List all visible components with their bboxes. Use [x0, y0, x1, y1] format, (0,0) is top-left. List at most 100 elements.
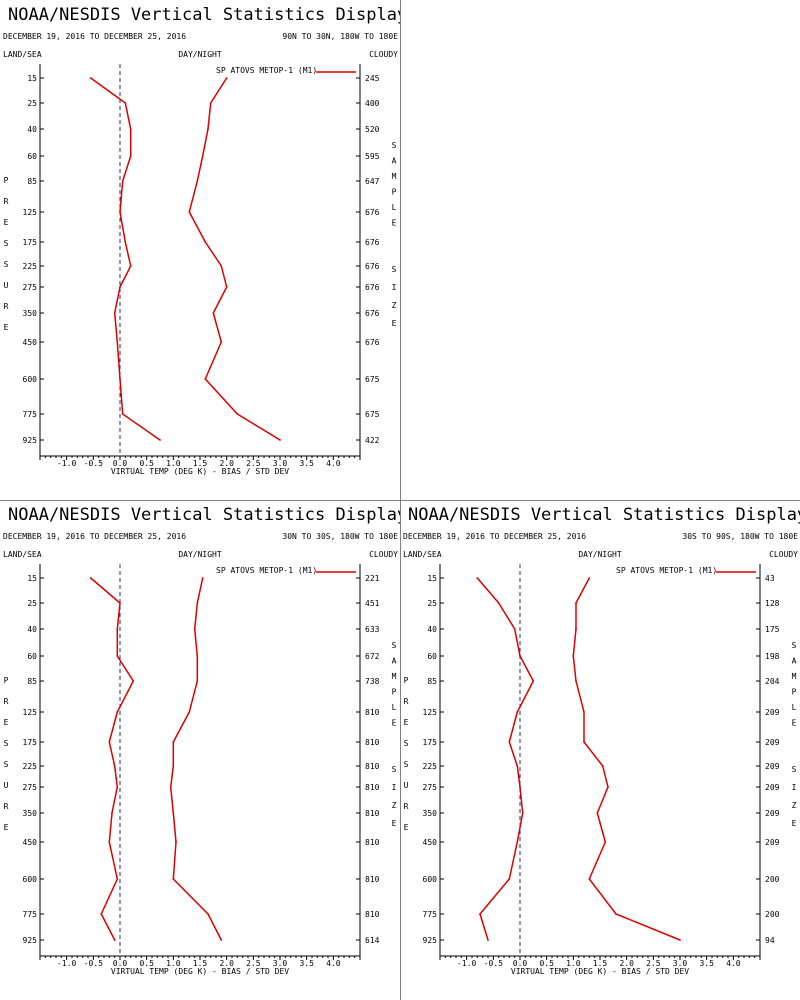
series-line-std_dev: [572, 577, 681, 941]
land-sea-label: LAND/SEA: [3, 50, 42, 59]
pressure-axis-letter: P: [404, 676, 409, 685]
x-tick-label: 0.0: [513, 959, 528, 968]
sample-axis-letter: L: [392, 703, 397, 712]
x-tick-label: 3.5: [299, 459, 314, 468]
data-point-bias: [111, 812, 113, 814]
x-tick-label: 0.0: [113, 459, 128, 468]
cloudy-label: CLOUDY: [369, 550, 398, 559]
pressure-tick-label: 125: [423, 708, 438, 717]
region-label: 30S TO 90S, 180W TO 180E: [682, 532, 798, 541]
x-tick-label: 4.0: [726, 959, 741, 968]
data-point-bias: [516, 711, 519, 713]
data-point-std_dev: [279, 439, 281, 441]
pressure-axis-letter: S: [4, 760, 9, 769]
data-point-std_dev: [601, 765, 604, 767]
data-point-bias: [508, 741, 511, 743]
sample-size-label: 245: [365, 74, 380, 83]
sample-size-label: 209: [765, 738, 780, 747]
sample-axis-letter: M: [792, 672, 797, 681]
size-axis-letter: E: [392, 319, 397, 328]
data-point-bias: [519, 655, 521, 657]
x-tick-label: -0.5: [84, 959, 103, 968]
x-axis-title: VIRTUAL TEMP (DEG K) - BIAS / STD DEV: [511, 967, 689, 976]
pressure-tick-label: 25: [27, 99, 37, 108]
x-tick-label: 2.0: [219, 459, 234, 468]
pressure-tick-label: 25: [27, 599, 37, 608]
sample-size-label: 647: [365, 177, 380, 186]
sample-axis-letter: A: [392, 657, 397, 666]
data-point-std_dev: [583, 711, 585, 713]
data-point-bias: [532, 680, 535, 682]
series-line-bias: [476, 577, 535, 941]
data-point-bias: [116, 341, 119, 343]
chart-svg: NOAA/NESDIS Vertical Statistics Display D…: [3, 5, 400, 476]
pressure-tick-label: 85: [27, 677, 37, 686]
data-point-bias: [132, 680, 135, 682]
data-point-std_dev: [201, 577, 204, 579]
data-point-bias: [116, 655, 119, 657]
sample-size-label: 204: [765, 677, 780, 686]
sample-axis-letter: A: [392, 157, 397, 166]
x-tick-label: 2.5: [646, 959, 661, 968]
pressure-axis-letter: E: [404, 823, 409, 832]
pressure-tick-label: 175: [23, 738, 38, 747]
chart-svg: NOAA/NESDIS Vertical Statistics Display D…: [3, 505, 400, 976]
x-tick-label: 0.5: [539, 959, 554, 968]
pressure-axis-letter: U: [4, 781, 9, 790]
sample-axis-letter: S: [792, 641, 797, 650]
pressure-tick-label: 450: [23, 838, 38, 847]
sample-axis-letter: L: [392, 203, 397, 212]
sample-size-label: 676: [365, 208, 380, 217]
day-night-label: DAY/NIGHT: [178, 550, 222, 559]
pressure-tick-label: 225: [23, 262, 38, 271]
sample-size-label: 675: [365, 410, 380, 419]
data-point-bias: [516, 765, 519, 767]
x-tick-label: 3.5: [699, 959, 714, 968]
sample-size-label: 810: [365, 762, 380, 771]
sample-size-label: 209: [765, 783, 780, 792]
pressure-axis-letter: E: [4, 218, 9, 227]
sample-size-label: 672: [365, 652, 380, 661]
sample-size-label: 810: [365, 708, 380, 717]
sample-size-label: 209: [765, 762, 780, 771]
data-point-std_dev: [236, 413, 239, 415]
data-point-std_dev: [196, 655, 199, 657]
date-range: DECEMBER 19, 2016 TO DECEMBER 25, 2016: [3, 32, 186, 41]
data-point-bias: [113, 939, 116, 941]
data-point-bias: [508, 878, 511, 880]
sample-size-label: 676: [365, 309, 380, 318]
data-point-bias: [487, 939, 489, 941]
pressure-tick-label: 450: [423, 838, 438, 847]
pressure-tick-label: 350: [423, 809, 438, 818]
chart-title: NOAA/NESDIS Vertical Statistics Display: [8, 5, 400, 25]
sample-size-label: 633: [365, 625, 380, 634]
pressure-axis-letter: S: [404, 739, 409, 748]
sample-size-label: 128: [765, 599, 780, 608]
pressure-tick-label: 225: [23, 762, 38, 771]
data-point-std_dev: [209, 102, 212, 104]
x-tick-label: 2.0: [619, 959, 634, 968]
pressure-axis-letter: R: [4, 802, 9, 811]
x-tick-label: 2.5: [246, 959, 261, 968]
data-point-std_dev: [175, 841, 177, 843]
x-tick-label: 1.5: [593, 959, 608, 968]
pressure-axis-letter: S: [404, 760, 409, 769]
data-point-bias: [116, 878, 119, 880]
pressure-tick-label: 15: [27, 574, 37, 583]
data-point-bias: [124, 241, 127, 243]
data-point-std_dev: [220, 939, 223, 941]
sample-size-label: 595: [365, 152, 380, 161]
chart-panel-90n-30n: NOAA/NESDIS Vertical Statistics Display D…: [0, 0, 400, 500]
pressure-tick-label: 350: [23, 809, 38, 818]
x-tick-label: -0.5: [84, 459, 103, 468]
sample-axis-letter: P: [392, 188, 397, 197]
data-point-std_dev: [188, 211, 191, 213]
series-line-bias: [90, 77, 161, 441]
pressure-tick-label: 125: [23, 708, 38, 717]
size-axis-letter: Z: [392, 301, 397, 310]
sample-size-label: 175: [765, 625, 780, 634]
chart-title: NOAA/NESDIS Vertical Statistics Display: [8, 505, 400, 525]
x-axis-title: VIRTUAL TEMP (DEG K) - BIAS / STD DEV: [111, 967, 289, 976]
data-point-bias: [119, 211, 121, 213]
